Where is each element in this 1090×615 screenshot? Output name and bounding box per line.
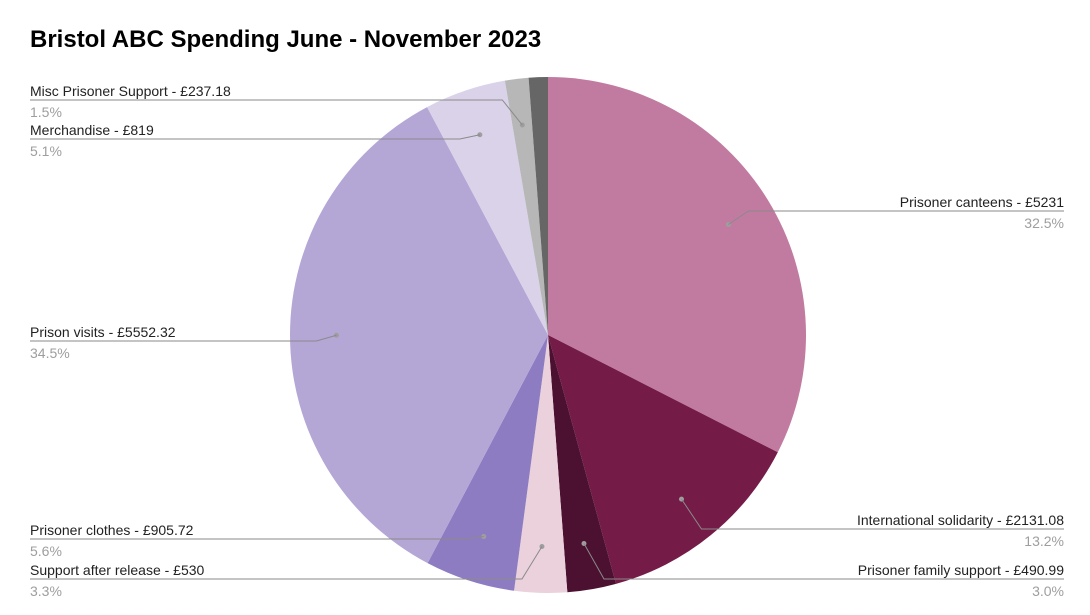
slice-label-prison-visits: Prison visits - £5552.32 — [30, 324, 176, 340]
pie-slice-international-solidarity — [548, 335, 778, 584]
slice-percent-misc-prisoner-support: 1.5% — [30, 104, 62, 120]
pie-slice-prisoner-canteens — [548, 77, 807, 453]
chart-title: Bristol ABC Spending June - November 202… — [30, 26, 542, 53]
slice-label-misc-prisoner-support: Misc Prisoner Support - £237.18 — [30, 83, 231, 99]
slice-label-support-after-release: Support after release - £530 — [30, 562, 205, 578]
pie-slice-prisoner-family-support — [548, 335, 617, 593]
pie-slice-prisoner-clothes — [427, 335, 548, 591]
slice-percent-support-after-release: 3.3% — [30, 583, 62, 599]
leader-line-prisoner-clothes — [30, 536, 484, 540]
slice-percent-prisoner-canteens: 32.5% — [1024, 215, 1064, 231]
leader-line-support-after-release — [30, 546, 543, 580]
leader-line-international-solidarity — [681, 498, 1064, 530]
leader-line-prisoner-family-support — [583, 543, 1064, 580]
slice-percent-prisoner-family-support: 3.0% — [1032, 583, 1064, 599]
pie-slice-prison-visits — [290, 107, 548, 564]
slice-percent-merchandise: 5.1% — [30, 143, 62, 159]
pie-slice-merchandise — [427, 80, 548, 335]
leader-line-misc-prisoner-support — [30, 99, 523, 126]
slice-label-prisoner-canteens: Prisoner canteens - £5231 — [900, 194, 1064, 210]
slice-percent-prisoner-clothes: 5.6% — [30, 543, 62, 559]
pie-slice-support-after-release — [514, 335, 568, 593]
leader-line-prison-visits — [30, 334, 337, 342]
slice-label-prisoner-clothes: Prisoner clothes - £905.72 — [30, 522, 194, 538]
slice-percent-international-solidarity: 13.2% — [1024, 533, 1064, 549]
leader-line-prisoner-canteens — [728, 210, 1064, 225]
leader-line-merchandise — [30, 134, 480, 140]
pie-slice-unlabeled — [528, 77, 548, 335]
slice-label-prisoner-family-support: Prisoner family support - £490.99 — [858, 562, 1064, 578]
pie-slice-misc-prisoner-support — [504, 77, 548, 336]
slice-percent-prison-visits: 34.5% — [30, 345, 70, 361]
slice-label-merchandise: Merchandise - £819 — [30, 122, 154, 138]
slice-label-international-solidarity: International solidarity - £2131.08 — [857, 512, 1064, 528]
